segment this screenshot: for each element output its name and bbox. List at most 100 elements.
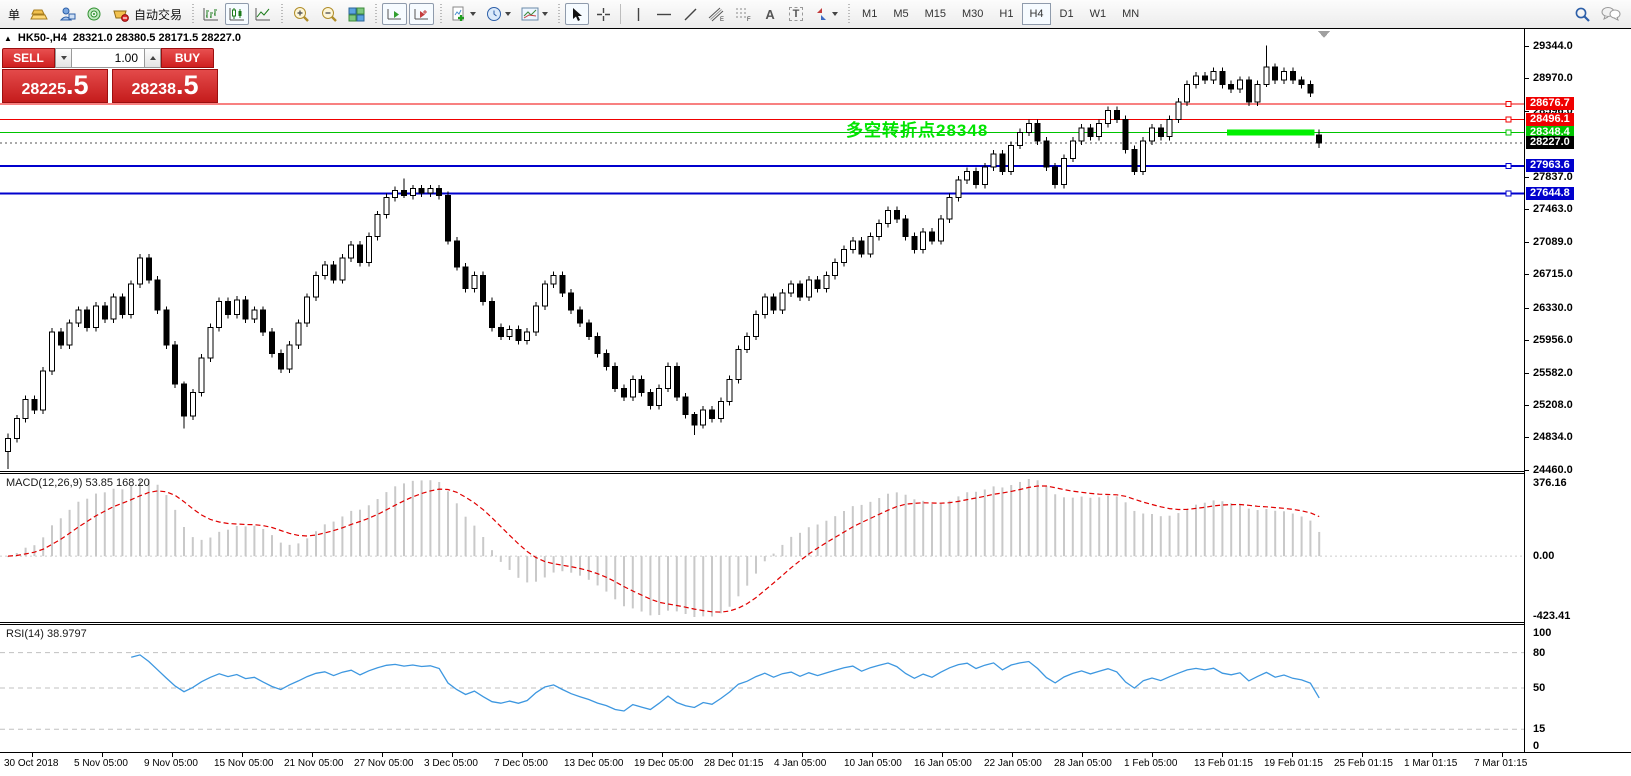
macd-bar [332,521,335,557]
ohlc-values-label: 28321.0 28380.5 28171.5 28227.0 [72,32,242,44]
arrows-tool-button[interactable] [810,3,842,25]
candle [462,262,469,293]
time-axis-tick [1502,753,1503,757]
macd-axis-label: 0.00 [1533,550,1555,563]
candlestick-chart-button[interactable] [225,3,250,25]
templates-button[interactable] [517,3,552,25]
pane-splitter[interactable] [0,622,1631,625]
crosshair-tool-button[interactable] [591,3,615,25]
timeframe-m5[interactable]: M5 [893,8,909,20]
macd-bar [1247,508,1250,557]
green-pivot-segment[interactable] [1227,129,1315,136]
macd-canvas[interactable] [0,474,1524,622]
macd-bar [948,500,951,557]
fibonacci-tool-button[interactable]: F [731,3,756,25]
text-tool-button[interactable]: A [758,3,782,25]
candle [629,375,636,401]
macd-bar [1036,480,1039,557]
zoom-out-button[interactable] [316,3,342,25]
buy-button[interactable]: BUY [161,48,214,68]
indicators-button[interactable] [447,3,480,25]
macd-bar [1142,513,1145,557]
templates-dropdown-caret [542,12,549,16]
auto-trading-button[interactable]: 自动交易 [108,3,186,25]
time-axis[interactable]: 30 Oct 2018 5 Nov 05:00 9 Nov 05:00 15 Nov … [0,752,1631,776]
macd-bar [816,524,819,557]
chart-shift-marker-icon[interactable] [1318,31,1330,38]
timeframe-m30[interactable]: M30 [962,8,984,20]
macd-bar [640,556,643,612]
macd-bar [394,486,397,557]
macd-bar [499,556,502,562]
macd-bar [1309,520,1312,557]
rsi-canvas[interactable] [0,625,1524,752]
new-order-button[interactable]: 单 [0,3,24,25]
line-handle[interactable] [1505,116,1512,123]
macd-bar [1177,513,1180,557]
volume-input[interactable]: 1.00 [72,48,144,68]
line-handle[interactable] [1505,100,1512,107]
candle [1096,119,1103,141]
candle [797,280,803,302]
candle [744,332,751,354]
pane-splitter[interactable] [0,471,1631,474]
timeframe-h4[interactable]: H4 [1022,3,1051,25]
sell-button[interactable]: SELL [2,48,55,68]
cursor-tool-button[interactable] [565,3,590,25]
macd-bar [1256,510,1259,557]
trendline-tool-button[interactable] [678,3,702,25]
buy-price-panel[interactable]: 28238 .5 [112,69,218,103]
line-handle[interactable] [1505,190,1512,197]
macd-bar [1001,487,1004,557]
sell-price-panel[interactable]: 28225 .5 [2,69,108,103]
time-axis-label: 16 Jan 05:00 [914,758,972,769]
tile-windows-button[interactable] [344,3,369,25]
timeframe-w1[interactable]: W1 [1089,8,1107,20]
candle [603,349,610,371]
gold-icon[interactable] [26,3,52,25]
collapse-arrow-icon[interactable]: ▲ [4,33,12,43]
line-chart-button[interactable] [251,3,275,25]
volume-decrease-button[interactable] [55,48,72,68]
price-chart-canvas[interactable] [0,29,1524,471]
chart-shift-button[interactable] [409,3,435,25]
timeframe-m15[interactable]: M15 [924,8,946,20]
timeframe-d1[interactable]: D1 [1059,8,1074,20]
macd-bar [1115,496,1118,557]
candle [621,384,627,401]
periods-button[interactable] [482,3,515,25]
expert-advisor-icon[interactable] [54,3,80,25]
bar-chart-button[interactable] [199,3,223,25]
search-button[interactable] [1570,3,1595,25]
time-axis-tick [242,753,243,757]
horizontal-line-tool-button[interactable] [652,3,676,25]
time-axis-tick [1152,753,1153,757]
signals-icon[interactable] [82,3,106,25]
macd-bar [702,556,705,617]
macd-bar [1098,497,1101,557]
candle [1281,67,1287,85]
channel-tool-button[interactable]: E [704,3,729,25]
candle [101,301,108,323]
timeframe-h1[interactable]: H1 [999,8,1014,20]
line-handle[interactable] [1505,162,1512,169]
candle [506,325,513,341]
price-axis[interactable]: 29344.0 28970.0 28596.0 27837.0 27463.0 27089… [1524,29,1631,752]
candle [568,288,575,315]
macd-bar [1168,515,1171,557]
candle [374,210,381,241]
zoom-in-button[interactable] [288,3,314,25]
macd-bar [843,511,845,557]
candle [471,271,478,293]
auto-scroll-button[interactable] [382,3,408,25]
pivot-annotation-text[interactable]: 多空转折点28348 [846,121,989,141]
chat-button[interactable] [1597,3,1625,25]
vertical-line-tool-button[interactable] [626,3,650,25]
macd-bar [1186,508,1189,557]
macd-bar [931,504,933,557]
timeframe-mn[interactable]: MN [1122,8,1140,20]
text-label-tool-button[interactable]: T [784,3,808,25]
volume-increase-button[interactable] [144,48,161,68]
timeframe-m1[interactable]: M1 [862,8,878,20]
line-handle[interactable] [1505,129,1512,136]
